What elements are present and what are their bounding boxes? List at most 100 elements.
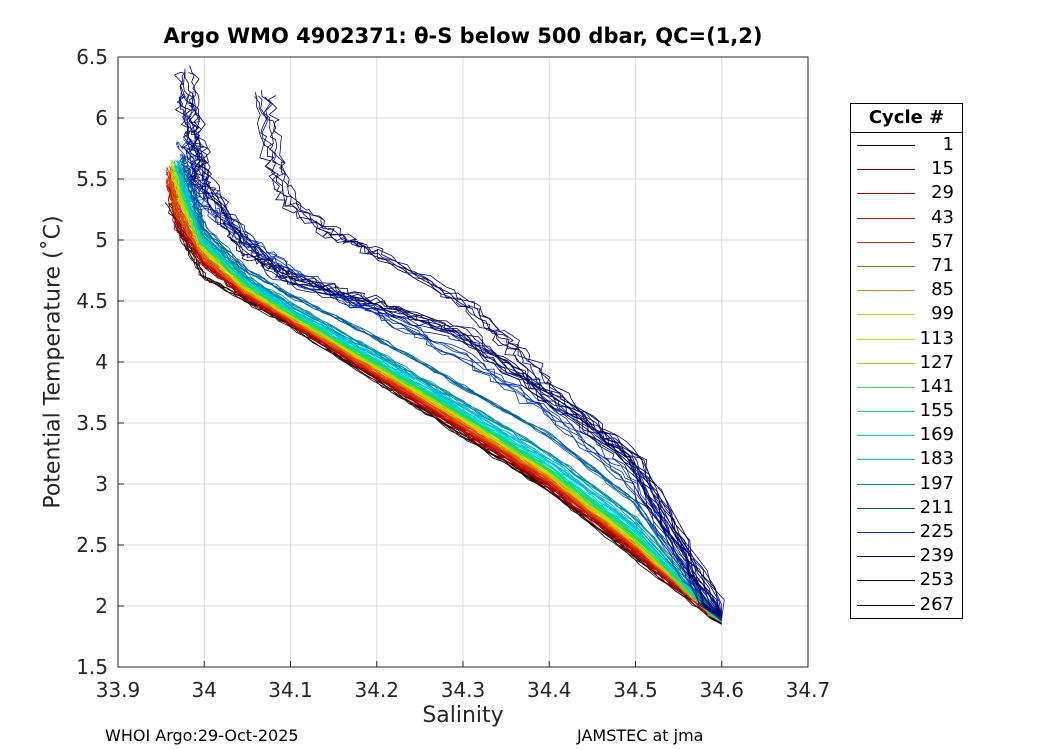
series-line [183, 165, 723, 621]
y-tick-label: 1.5 [76, 655, 108, 679]
y-tick-label: 6.5 [76, 45, 108, 69]
legend-entry: 155 [851, 399, 962, 423]
legend-label: 141 [919, 375, 954, 397]
x-tick-label: 34.7 [786, 678, 831, 702]
series-line [189, 65, 723, 619]
chart-title: Argo WMO 4902371: θ-S below 500 dbar, QC… [163, 24, 763, 48]
legend-title: Cycle # [851, 104, 962, 133]
legend-swatch [857, 290, 915, 292]
grid [117, 56, 809, 668]
legend-label: 197 [919, 472, 954, 494]
legend-swatch [857, 241, 915, 243]
legend-label: 1 [942, 134, 954, 155]
series-line [254, 91, 722, 619]
footer-institution: JAMSTEC at jma [577, 726, 704, 745]
legend-entry: 71 [851, 254, 962, 278]
x-tick-label: 34.3 [441, 678, 486, 702]
y-ticks: 1.5 2 2.5 3 3.5 4 4.5 5 5.5 6 6.5 [76, 45, 124, 679]
x-ticks: 33.9 34 34.1 34.2 34.3 34.4 34.5 34.6 34.7 [96, 661, 831, 702]
legend-label: 57 [931, 230, 954, 252]
y-axis-label: Potential Temperature (˚C) [40, 215, 66, 509]
series-211 [180, 153, 723, 621]
legend-swatch [857, 362, 915, 364]
y-tick-label: 5 [95, 228, 108, 252]
series-line [174, 92, 722, 619]
legend-swatch [857, 217, 915, 219]
legend-entry: 197 [851, 472, 962, 496]
legend-label: 239 [919, 545, 954, 567]
legend-label: 113 [919, 327, 954, 349]
legend-label: 211 [919, 496, 954, 518]
legend-label: 127 [919, 351, 954, 373]
legend-entry: 239 [851, 544, 962, 568]
legend-swatch [857, 556, 915, 558]
series-line [180, 153, 723, 621]
legend-label: 169 [919, 424, 954, 446]
legend-swatch [857, 169, 915, 171]
legend-label: 71 [931, 254, 954, 276]
legend-swatch [857, 193, 915, 195]
legend-entry: 99 [851, 302, 962, 326]
legend-swatch [857, 265, 915, 267]
x-tick-label: 33.9 [96, 678, 141, 702]
legend-swatch [857, 483, 915, 485]
legend-entry: 85 [851, 278, 962, 302]
y-tick-label: 2.5 [76, 533, 108, 557]
legend-label: 85 [931, 279, 954, 301]
legend-entry: 211 [851, 496, 962, 520]
series-line [188, 72, 723, 619]
legend-entry: 127 [851, 351, 962, 375]
series-line [178, 166, 722, 621]
footer-source: WHOI Argo:29-Oct-2025 [105, 726, 299, 745]
legend-entry: 15 [851, 157, 962, 181]
legend-swatch [857, 507, 915, 509]
series-line [180, 72, 722, 619]
legend-entry: 141 [851, 375, 962, 399]
legend-entry: 183 [851, 447, 962, 471]
legend-entry: 113 [851, 327, 962, 351]
legend-swatch [857, 338, 915, 340]
legend-entry: 253 [851, 568, 962, 592]
y-tick-label: 6 [95, 106, 108, 130]
legend-swatch [857, 386, 915, 388]
legend-entry: 29 [851, 181, 962, 205]
legend-swatch [857, 580, 915, 582]
legend-label: 155 [919, 400, 954, 422]
y-tick-label: 4.5 [76, 289, 108, 313]
legend-swatch [857, 411, 915, 413]
legend-rows: 1 15 29 43 57 71 85 99 113 127 141 155 169 183 197 211 2… [851, 133, 962, 617]
series-line [260, 90, 723, 619]
legend-label: 99 [931, 303, 954, 325]
series-line [176, 95, 723, 619]
legend-entry: 57 [851, 230, 962, 254]
legend-label: 29 [931, 182, 954, 204]
series-line [183, 155, 723, 621]
legend-entry: 1 [851, 133, 962, 157]
y-tick-label: 3.5 [76, 411, 108, 435]
legend-label: 225 [919, 521, 954, 542]
legend-label: 183 [919, 448, 954, 470]
y-tick-label: 3 [95, 472, 108, 496]
x-tick-label: 34.4 [527, 678, 572, 702]
legend-label: 15 [931, 158, 954, 180]
legend-swatch [857, 435, 915, 437]
legend-swatch [857, 459, 915, 461]
legend-entry: 43 [851, 206, 962, 230]
x-tick-label: 34.1 [268, 678, 313, 702]
legend-entry: 169 [851, 423, 962, 447]
series-line [267, 95, 723, 619]
legend-label: 43 [931, 206, 954, 228]
series-line [264, 96, 723, 619]
series-line [165, 177, 722, 623]
series-line [184, 155, 723, 621]
x-tick-label: 34.6 [699, 678, 744, 702]
x-tick-label: 34 [192, 678, 217, 702]
series-line [175, 161, 722, 621]
legend-entry: 225 [851, 520, 962, 544]
y-tick-label: 2 [95, 594, 108, 618]
series-line [184, 68, 723, 619]
series-267 [173, 65, 723, 619]
series-group [164, 65, 725, 625]
